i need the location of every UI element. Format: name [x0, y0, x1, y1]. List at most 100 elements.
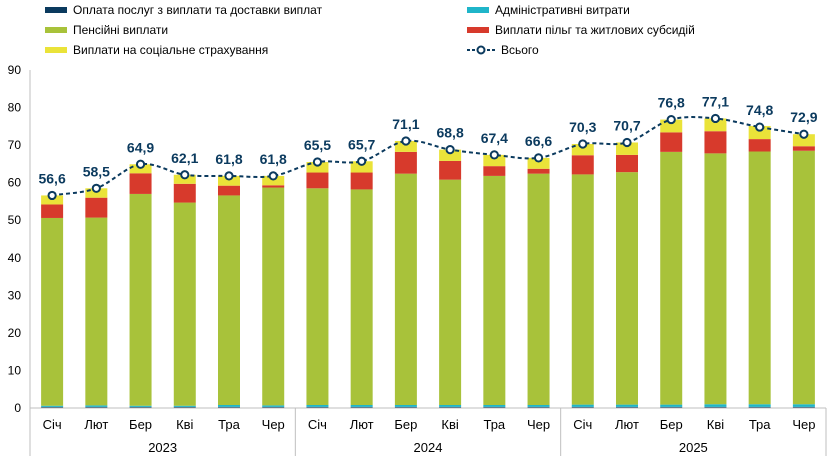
total-value-label-16: 74,8 [746, 102, 773, 118]
bar-segment-3-12 [571, 155, 594, 175]
total-point-2 [135, 159, 146, 169]
y-tick-label-0: 0 [14, 401, 21, 415]
bar-segment-2-17 [792, 150, 815, 405]
total-value-label-11: 66,6 [525, 133, 552, 149]
x-tick-label-14: Бер [660, 417, 683, 432]
bar-segment-4-16 [748, 125, 771, 140]
bar-segment-0-7 [350, 406, 373, 408]
x-tick-label-5: Чер [262, 417, 285, 432]
x-tick-label-10: Тра [483, 417, 505, 432]
bar-segment-3-13 [616, 154, 638, 173]
bar-segment-1-16 [748, 404, 771, 407]
total-point-15 [710, 113, 721, 124]
total-value-label-1: 58,5 [83, 163, 110, 179]
y-tick-label-1: 10 [8, 363, 22, 377]
total-value-label-4: 61,8 [215, 151, 242, 167]
total-value-label-2: 64,9 [127, 139, 154, 155]
total-value-label-17: 72,9 [790, 109, 817, 125]
bar-segment-2-2 [129, 193, 152, 406]
bar-segment-3-7 [350, 172, 373, 190]
bar-segment-0-11 [527, 406, 550, 408]
bar-segment-4-4 [218, 175, 240, 186]
bar-segment-1-13 [616, 404, 638, 407]
legend: Оплата послуг з виплати та доставки випл… [45, 3, 695, 57]
total-value-label-6: 65,5 [304, 137, 331, 153]
bars [41, 118, 815, 408]
bar-segment-0-16 [748, 406, 771, 408]
y-tick-label-7: 70 [8, 138, 22, 152]
total-value-label-12: 70,3 [569, 119, 596, 135]
y-tick-label-8: 80 [8, 101, 22, 115]
bar-segment-0-17 [792, 406, 815, 408]
bar-segment-1-4 [218, 404, 240, 407]
bar-segment-0-8 [394, 406, 417, 408]
bar-segment-0-13 [616, 406, 638, 408]
legend-label-0: Оплата послуг з виплати та доставки випл… [73, 3, 323, 17]
bar-segment-4-7 [350, 161, 373, 173]
bar-segment-3-1 [85, 197, 108, 218]
x-tick-label-11: Чер [527, 417, 550, 432]
bar-segment-0-14 [660, 406, 683, 408]
bar-segment-1-2 [129, 405, 152, 407]
bar-segment-2-11 [527, 173, 550, 405]
bar-segment-1-10 [483, 404, 506, 407]
bar-segment-2-10 [483, 175, 506, 405]
bar-segment-3-14 [660, 132, 683, 152]
x-tick-label-3: Кві [176, 417, 193, 432]
bar-segment-3-3 [173, 183, 196, 203]
group-label-2: 2025 [679, 440, 708, 455]
bar-segment-1-5 [262, 405, 285, 407]
bar-segment-2-3 [173, 202, 196, 406]
bar-segment-4-1 [85, 188, 108, 198]
bar-segment-4-15 [704, 118, 727, 132]
total-series-line [51, 116, 805, 197]
bar-segment-3-8 [394, 151, 417, 174]
x-tick-label-1: Лют [84, 417, 108, 432]
x-tick-label-12: Січ [573, 417, 592, 432]
total-value-label-9: 68,8 [436, 125, 463, 141]
group-label-1: 2024 [414, 440, 443, 455]
group-label-0: 2023 [148, 440, 177, 455]
total-point-7 [357, 156, 367, 166]
bar-segment-0-12 [571, 406, 594, 408]
y-tick-label-6: 60 [8, 176, 22, 190]
bar-segment-4-8 [394, 140, 417, 152]
bar-segment-1-1 [85, 405, 108, 407]
bar-segment-1-14 [660, 404, 683, 407]
bar-segment-2-14 [660, 151, 683, 405]
legend-label-4: Виплати на соціальне страхування [73, 43, 268, 57]
bar-segment-3-17 [792, 146, 815, 151]
total-line: 56,6 58,5 64,9 62,1 61,8 61,8 65,5 65,7 71,1 68,8… [38, 93, 818, 201]
legend-swatch-2 [45, 27, 67, 33]
total-point-4 [224, 171, 234, 181]
bar-segment-0-15 [704, 406, 727, 408]
total-value-label-5: 61,8 [260, 151, 287, 167]
x-tick-label-7: Лют [350, 417, 374, 432]
bar-segment-2-6 [306, 188, 329, 405]
legend-label-total: Всього [501, 43, 539, 57]
x-tick-label-13: Лют [615, 417, 639, 432]
bar-segment-2-7 [350, 189, 373, 405]
x-tick-label-15: Кві [707, 417, 724, 432]
bar-segment-2-0 [41, 217, 64, 406]
total-value-label-15: 77,1 [702, 93, 729, 109]
total-value-label-3: 62,1 [171, 150, 198, 166]
bar-segment-3-0 [41, 204, 64, 218]
bar-segment-2-16 [748, 151, 771, 405]
y-tick-label-9: 90 [8, 63, 22, 77]
legend-total-marker [476, 45, 486, 55]
legend-swatch-1 [467, 7, 489, 13]
bar-segment-4-14 [660, 119, 683, 133]
bar-segment-0-2 [129, 406, 152, 408]
total-point-11 [533, 153, 544, 163]
x-tick-label-8: Бер [394, 417, 417, 432]
bar-segment-3-6 [306, 172, 329, 189]
bar-segment-0-9 [439, 406, 462, 408]
total-point-9 [445, 145, 455, 155]
total-point-1 [91, 183, 101, 193]
bar-segment-3-9 [439, 160, 462, 180]
x-tick-label-4: Тра [218, 417, 240, 432]
x-tick-label-17: Чер [792, 417, 815, 432]
legend-label-2: Пенсійні виплати [73, 23, 168, 37]
